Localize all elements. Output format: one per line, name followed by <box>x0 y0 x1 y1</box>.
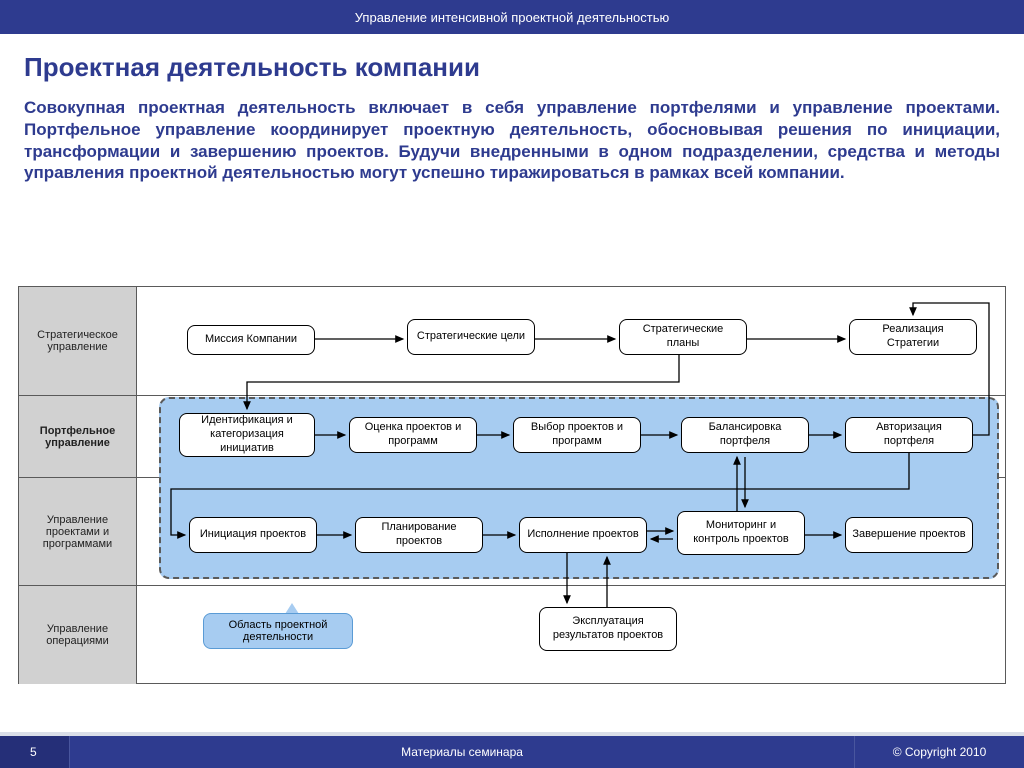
node-selection: Выбор проектов и программ <box>513 417 641 453</box>
node-exploitation: Эксплуатация результатов проектов <box>539 607 677 651</box>
intro-paragraph: Совокупная проектная деятельность включа… <box>0 97 1024 200</box>
footer-bar: 5 Материалы семинара © Copyright 2010 <box>0 736 1024 768</box>
row-label-operations: Управление операциями <box>19 585 137 684</box>
legend-box: Область проектной деятельности <box>203 613 353 649</box>
node-strategic-goals: Стратегические цели <box>407 319 535 355</box>
node-balancing: Балансировка портфеля <box>681 417 809 453</box>
footer-mid: Материалы семинара <box>70 745 854 759</box>
grid-line <box>137 585 1005 586</box>
slide-footer: 5 Материалы семинара © Copyright 2010 <box>0 732 1024 768</box>
node-strategic-plans: Стратегические планы <box>619 319 747 355</box>
footer-copyright: © Copyright 2010 <box>854 736 1024 768</box>
header-text: Управление интенсивной проектной деятель… <box>355 10 670 25</box>
row-label-strategic: Стратегическое управление <box>19 287 137 395</box>
node-strategy-impl: Реализация Стратегии <box>849 319 977 355</box>
row-label-portfolio: Портфельное управление <box>19 395 137 477</box>
page-number: 5 <box>0 736 70 768</box>
node-initiation: Инициация проектов <box>189 517 317 553</box>
node-mission: Миссия Компании <box>187 325 315 355</box>
diagram-container: Стратегическое управление Портфельное уп… <box>18 286 1006 684</box>
slide-header: Управление интенсивной проектной деятель… <box>0 0 1024 34</box>
slide-title: Проектная деятельность компании <box>0 34 1024 97</box>
grid-line <box>137 395 1005 396</box>
node-authorization: Авторизация портфеля <box>845 417 973 453</box>
node-monitoring: Мониторинг и контроль проектов <box>677 511 805 555</box>
node-execution: Исполнение проектов <box>519 517 647 553</box>
node-identification: Идентификация и категоризация инициатив <box>179 413 315 457</box>
node-planning: Планирование проектов <box>355 517 483 553</box>
node-completion: Завершение проектов <box>845 517 973 553</box>
row-label-project: Управление проектами и программами <box>19 477 137 585</box>
node-evaluation: Оценка проектов и программ <box>349 417 477 453</box>
